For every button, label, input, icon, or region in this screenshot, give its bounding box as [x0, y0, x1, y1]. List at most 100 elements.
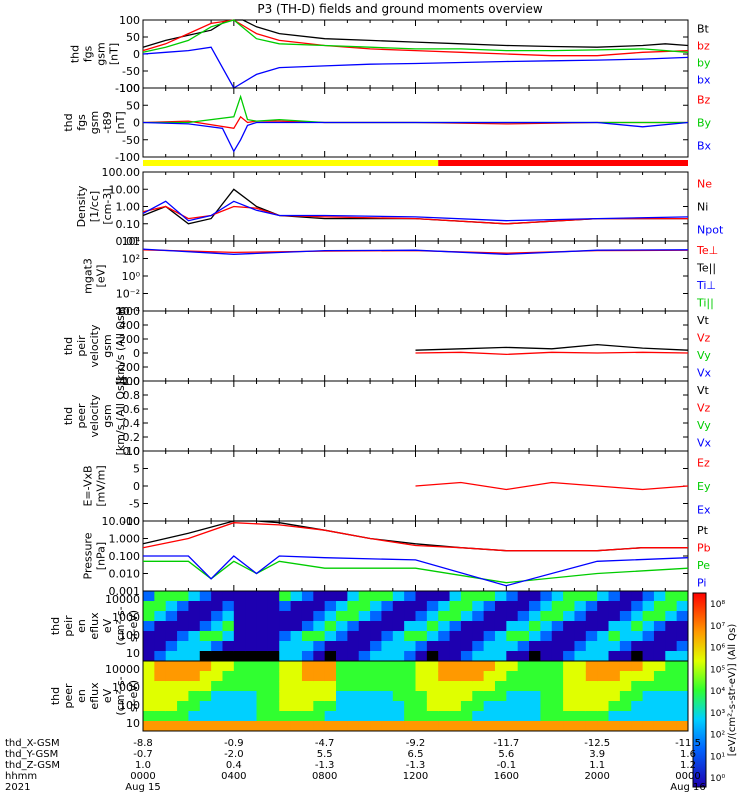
y-axis-label: eV: [101, 688, 114, 703]
spectrogram-cell: [608, 671, 621, 682]
spectrogram-cell: [347, 661, 360, 672]
spectrogram-cell: [392, 611, 405, 622]
legend-by: by: [697, 57, 711, 70]
spectrogram-cell: [290, 681, 303, 692]
spectrogram-cell: [517, 681, 530, 692]
spectrogram-cell: [267, 721, 280, 732]
spectrogram-cell: [290, 721, 303, 732]
spectrogram-cell: [608, 601, 621, 612]
y-tick-label: 200: [119, 333, 140, 346]
spectrogram-cell: [245, 651, 258, 662]
spectrogram-cell: [347, 641, 360, 652]
spectrogram-cell: [290, 671, 303, 682]
y-tick-label: 0.8: [123, 389, 141, 402]
spectrogram-cell: [358, 711, 371, 722]
spectrogram-cell: [188, 641, 201, 652]
time-axis: thd_X-GSM -8.8 -0.9 -4.7 -9.2 -11.7 -12.5 -11.5…: [5, 738, 706, 793]
spectrogram-cell: [642, 601, 655, 612]
spectrogram-cell: [608, 691, 621, 702]
colorbar-tick: 10⁴: [710, 687, 725, 697]
spectrogram-cell: [472, 661, 485, 672]
spectrogram-cell: [404, 711, 416, 722]
spectrogram-cell: [336, 651, 348, 662]
spectrogram-cell: [199, 611, 212, 622]
spectrogram-cell: [358, 611, 371, 622]
y-axis-label: eflux: [88, 682, 101, 710]
spectrogram-cell: [438, 601, 451, 612]
spectrogram-cell: [154, 631, 167, 642]
legend-Bt: Bt: [697, 23, 710, 36]
spectrogram-cell: [494, 721, 507, 732]
spectrogram-cell: [415, 611, 428, 622]
spectrogram-cell: [483, 641, 496, 652]
spectrogram-cell: [267, 621, 280, 632]
spectrogram-cell: [574, 601, 587, 612]
spectrogram-cell: [574, 661, 587, 672]
spectrogram-cell: [290, 611, 303, 622]
spectrogram-cell: [426, 701, 439, 712]
spectrogram-cell: [494, 651, 507, 662]
y-axis-label: velocity: [88, 394, 101, 437]
spectrogram-cell: [324, 621, 337, 632]
spectrogram-cell: [211, 691, 223, 702]
spectrogram-cell: [370, 681, 382, 692]
spectrogram-cell: [188, 591, 201, 602]
y-tick-label: 100: [119, 699, 140, 712]
spectrogram-cell: [290, 701, 303, 712]
legend-Ex: Ex: [697, 503, 711, 516]
y-axis-label: Pressure: [82, 532, 95, 579]
spectrogram-cell: [551, 711, 564, 722]
spectrogram-cell: [177, 691, 189, 702]
spectrogram-cell: [597, 591, 610, 602]
time-row-value: 1.2: [680, 760, 696, 771]
time-row-label: 2021: [5, 782, 30, 793]
spectrogram-cell: [279, 691, 292, 702]
spectrogram-cell: [631, 711, 644, 722]
spectrogram-cell: [449, 631, 462, 642]
spectrogram-cell: [211, 601, 223, 612]
spectrogram-cell: [404, 661, 416, 672]
spectrogram-cell: [233, 691, 246, 702]
spectrogram-cell: [381, 591, 394, 602]
spectrogram-cell: [381, 681, 394, 692]
spectrogram-cell: [506, 701, 519, 712]
spectrogram-cell: [154, 691, 167, 702]
panel-peer-vel: 1.00.80.60.40.20.0 thd peer velocity gsm [km/…: [62, 375, 712, 458]
spectrogram-cell: [676, 631, 689, 642]
spectrogram-cell: [608, 711, 621, 722]
spectrogram-cell: [143, 601, 155, 612]
series-Bx: [142, 121, 689, 153]
spectrogram-cell: [426, 591, 439, 602]
spectrogram-cell: [540, 591, 553, 602]
spectrogram-cell: [165, 671, 178, 682]
time-row-value: 5.5: [317, 749, 333, 760]
y-tick-label: 0.0: [123, 445, 141, 458]
spectrogram-cell: [483, 611, 496, 622]
spectrogram-cell: [460, 721, 473, 732]
spectrogram-frame: [142, 660, 689, 732]
spectrogram-cell: [358, 621, 371, 632]
panel-efield: 10 5 0 -5 -10 E=-VxB [mV/m] Ez Ey Ex: [82, 445, 711, 528]
spectrogram-cell: [279, 671, 292, 682]
spectrogram-cell: [211, 661, 223, 672]
spectrogram-cell: [551, 721, 564, 732]
spectrogram-cell: [585, 651, 598, 662]
spectrogram-cell: [494, 701, 507, 712]
spectrogram-cell: [290, 711, 303, 722]
spectrogram-cell: [347, 651, 360, 662]
spectrogram-cell: [472, 711, 485, 722]
spectrogram-cell: [506, 641, 519, 652]
spectrogram-cell: [563, 611, 575, 622]
spectrogram-cell: [619, 711, 632, 722]
spectrogram-cell: [506, 671, 519, 682]
spectrogram-cell: [449, 681, 462, 692]
spectrogram-cell: [301, 711, 314, 722]
spectrogram-cell: [574, 701, 587, 712]
spectrogram-cell: [551, 701, 564, 712]
spectrogram-cell: [642, 691, 655, 702]
spectrogram-cell: [222, 671, 235, 682]
spectrogram-cell: [222, 651, 235, 662]
spectrogram-cell: [392, 591, 405, 602]
spectrogram-cell: [324, 591, 337, 602]
spectrogram-cell: [211, 611, 223, 622]
